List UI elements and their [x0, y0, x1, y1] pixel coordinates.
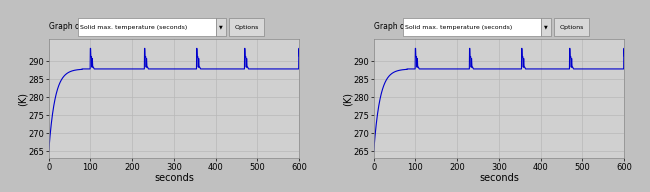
Text: Options: Options [560, 25, 584, 30]
X-axis label: seconds: seconds [154, 173, 194, 183]
Text: ▼: ▼ [219, 25, 222, 30]
Text: Solid max. temperature (seconds): Solid max. temperature (seconds) [80, 25, 187, 30]
Text: Options: Options [235, 25, 259, 30]
Text: ▼: ▼ [544, 25, 547, 30]
X-axis label: seconds: seconds [479, 173, 519, 183]
Text: Solid max. temperature (seconds): Solid max. temperature (seconds) [405, 25, 512, 30]
Text: Graph of: Graph of [374, 22, 407, 31]
Text: Graph of: Graph of [49, 22, 82, 31]
Y-axis label: (K): (K) [343, 92, 352, 106]
Y-axis label: (K): (K) [18, 92, 27, 106]
